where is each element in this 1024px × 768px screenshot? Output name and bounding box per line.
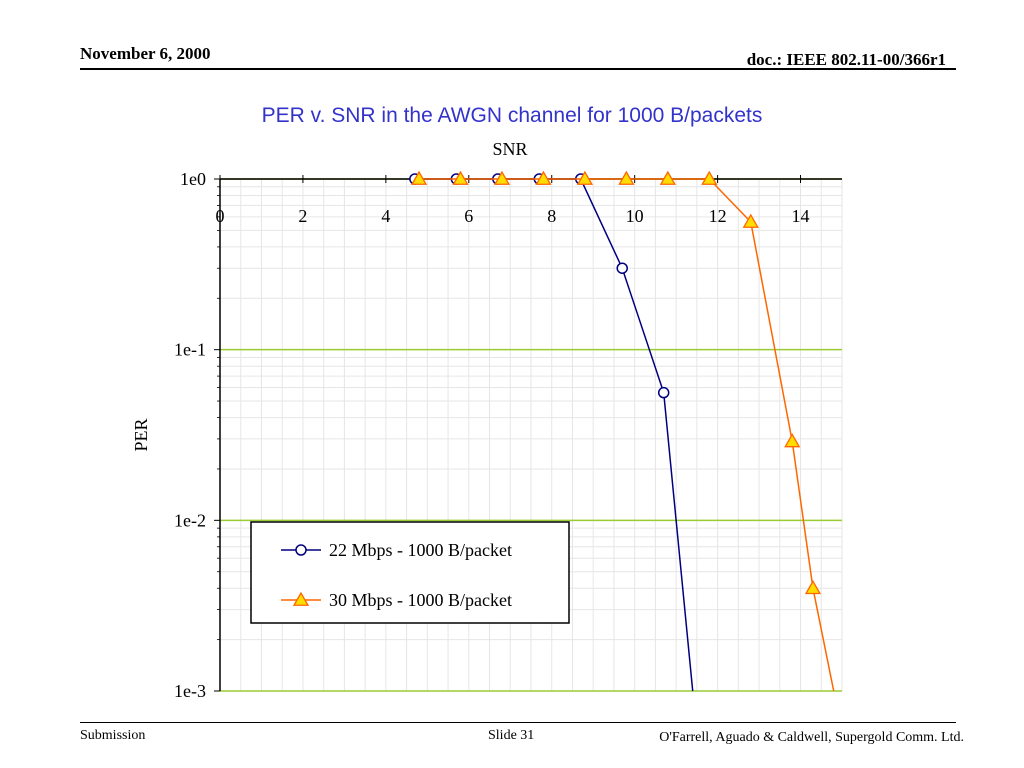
- data-point: [804, 579, 822, 595]
- legend-marker: [295, 544, 307, 556]
- data-point: [701, 170, 718, 185]
- data-point: [452, 170, 469, 185]
- legend-box: [250, 521, 570, 624]
- data-point: [618, 170, 635, 185]
- x-tick-label: 8: [547, 206, 556, 226]
- y-axis-title: PER: [131, 418, 151, 451]
- series-layer: [409, 170, 835, 692]
- y-tick-label: 1e0: [180, 169, 206, 189]
- data-point: [659, 170, 676, 185]
- header-doc-id: doc.: IEEE 802.11-00/366r1: [746, 50, 946, 69]
- data-point: [535, 170, 552, 185]
- x-tick-label: 0: [216, 206, 225, 226]
- data-point: [616, 262, 628, 274]
- legend: 22 Mbps - 1000 B/packet 30 Mbps - 1000 B/…: [250, 521, 570, 624]
- footer-authors: O'Farrell, Aguado & Caldwell, Supergold …: [659, 730, 964, 745]
- series-2: [410, 170, 835, 692]
- footer-submission: Submission: [80, 728, 146, 743]
- y-tick-label: 1e-3: [174, 681, 206, 701]
- legend-label: 30 Mbps - 1000 B/packet: [329, 590, 512, 610]
- y-tick-label: 1e-2: [174, 510, 206, 530]
- legend-marker: [292, 591, 310, 606]
- slide-title: PER v. SNR in the AWGN channel for 1000 …: [261, 104, 763, 127]
- axes: 0 2 4 6 8 10 12 14 1e0 1e-1 1e-2 1e-3 SNR PER: [131, 139, 842, 701]
- x-tick-label: 4: [381, 206, 390, 226]
- x-tick-label: 6: [464, 206, 473, 226]
- x-axis-title: SNR: [492, 139, 527, 159]
- y-tick-label: 1e-1: [174, 340, 206, 360]
- x-tick-label: 10: [626, 206, 644, 226]
- data-point: [576, 170, 594, 185]
- header-date: November 6, 2000: [80, 44, 211, 63]
- series-line: [419, 178, 835, 692]
- data-point: [784, 433, 801, 448]
- data-point: [742, 213, 759, 228]
- data-point: [493, 170, 511, 185]
- x-tick-label: 2: [298, 206, 307, 226]
- footer-rule: [80, 722, 956, 723]
- data-point: [410, 170, 428, 185]
- x-tick-label: 14: [792, 206, 810, 226]
- legend-label: 22 Mbps - 1000 B/packet: [329, 540, 512, 560]
- footer-slide-number: Slide 31: [488, 728, 535, 743]
- data-point: [657, 386, 670, 399]
- x-tick-label: 12: [709, 206, 727, 226]
- header-rule: [80, 68, 956, 70]
